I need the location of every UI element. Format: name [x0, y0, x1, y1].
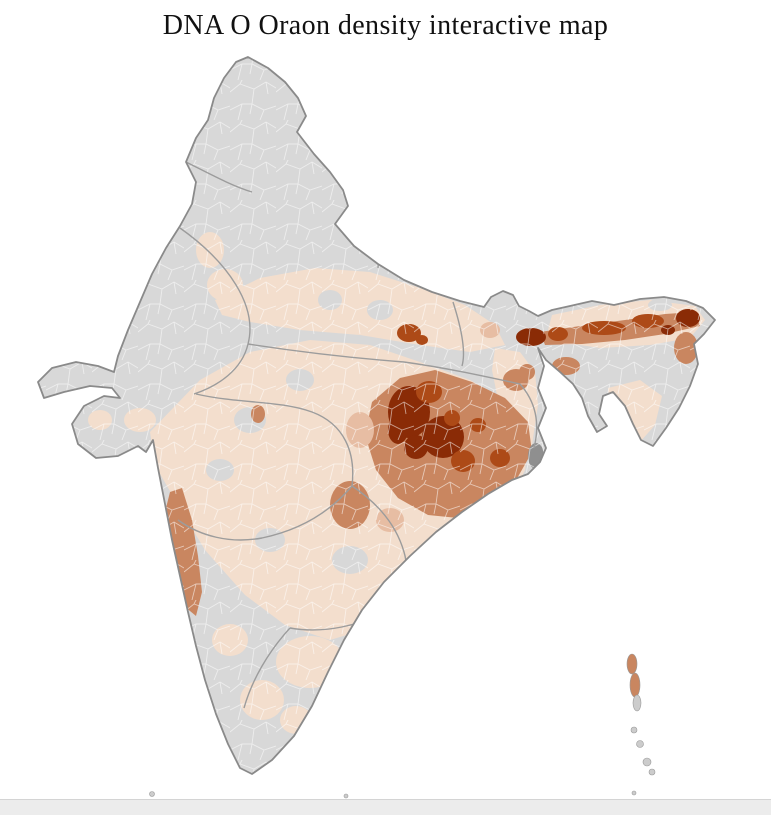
nicobar-island[interactable] [648, 768, 656, 776]
state-border-line [243, 627, 291, 709]
india-country-outline [37, 56, 716, 775]
state-border-line [185, 161, 253, 193]
layer-islands[interactable] [149, 653, 656, 799]
state-border-line [195, 393, 354, 487]
small-island-speck[interactable] [343, 793, 349, 799]
horizontal-scrollbar[interactable] [0, 799, 771, 815]
small-island-speck[interactable] [631, 790, 637, 796]
andaman-island[interactable] [629, 672, 641, 698]
nodata-district[interactable] [434, 588, 466, 612]
state-border-line [247, 343, 405, 363]
layer-state-borders [177, 161, 538, 709]
page-title: DNA O Oraon density interactive map [162, 10, 609, 41]
state-border-line [452, 301, 465, 367]
small-island-speck[interactable] [149, 791, 155, 797]
state-border-line [403, 361, 521, 385]
andaman-island[interactable] [626, 653, 638, 675]
nicobar-island[interactable] [630, 726, 638, 734]
state-border-line [177, 485, 353, 541]
andaman-island[interactable] [632, 694, 642, 712]
district-mesh-overlay [38, 57, 715, 774]
nicobar-island[interactable] [636, 740, 644, 748]
nicobar-island[interactable] [642, 757, 652, 767]
state-border-line [179, 227, 251, 395]
state-border-line [519, 383, 538, 449]
